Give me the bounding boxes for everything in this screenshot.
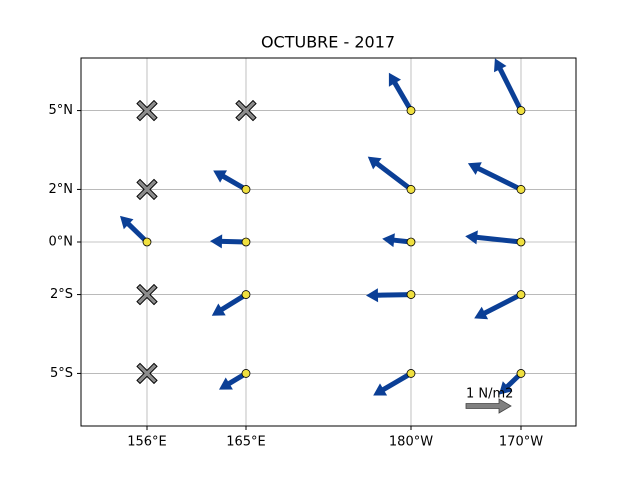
station-point bbox=[142, 237, 152, 247]
missing-marker bbox=[136, 99, 158, 122]
key-arrow bbox=[465, 398, 512, 414]
wind-arrow bbox=[494, 58, 524, 112]
station-point bbox=[241, 185, 251, 194]
y-tick-label: 5°N bbox=[49, 103, 74, 118]
wind-arrow bbox=[388, 72, 414, 112]
y-tick-label: 2°N bbox=[49, 182, 74, 197]
y-tick-label: 2°S bbox=[50, 287, 73, 302]
station-point bbox=[406, 369, 416, 378]
wind-arrow bbox=[474, 292, 523, 320]
station-point bbox=[241, 237, 251, 247]
missing-marker bbox=[136, 362, 158, 385]
y-tick-label: 0°N bbox=[49, 235, 74, 250]
wind-arrow bbox=[367, 156, 413, 192]
station-point bbox=[516, 185, 526, 194]
missing-marker bbox=[235, 99, 257, 122]
x-tick-label: 170°W bbox=[499, 435, 543, 450]
station-point bbox=[516, 106, 526, 115]
station-point bbox=[406, 106, 416, 115]
wind-arrow bbox=[211, 292, 248, 316]
chart-title: OCTUBRE - 2017 bbox=[261, 33, 395, 52]
wind-arrow bbox=[382, 233, 412, 248]
wind-arrow bbox=[120, 215, 149, 244]
station-point bbox=[241, 369, 251, 378]
station-point bbox=[516, 237, 526, 247]
wind-arrow bbox=[213, 170, 248, 192]
station-point bbox=[406, 185, 416, 194]
wind-arrow bbox=[366, 288, 411, 303]
station-point bbox=[516, 290, 526, 299]
y-tick-label: 5°S bbox=[50, 366, 73, 381]
wind-arrow bbox=[210, 234, 247, 249]
x-tick-label: 180°W bbox=[389, 435, 433, 450]
station-point bbox=[241, 290, 251, 299]
wind-arrow bbox=[467, 162, 523, 192]
wind-arrow bbox=[465, 230, 522, 245]
wind-arrow bbox=[373, 371, 413, 396]
plot-frame bbox=[80, 57, 577, 427]
x-tick-label: 156°E bbox=[127, 435, 167, 450]
station-point bbox=[406, 290, 416, 299]
missing-marker bbox=[136, 283, 158, 306]
x-tick-label: 165°E bbox=[226, 435, 266, 450]
wind-arrow bbox=[498, 371, 523, 395]
station-point bbox=[516, 369, 526, 378]
station-point bbox=[406, 237, 416, 247]
missing-marker bbox=[136, 178, 158, 201]
wind-arrow bbox=[219, 371, 248, 390]
key-label: 1 N/m2 bbox=[466, 387, 513, 402]
